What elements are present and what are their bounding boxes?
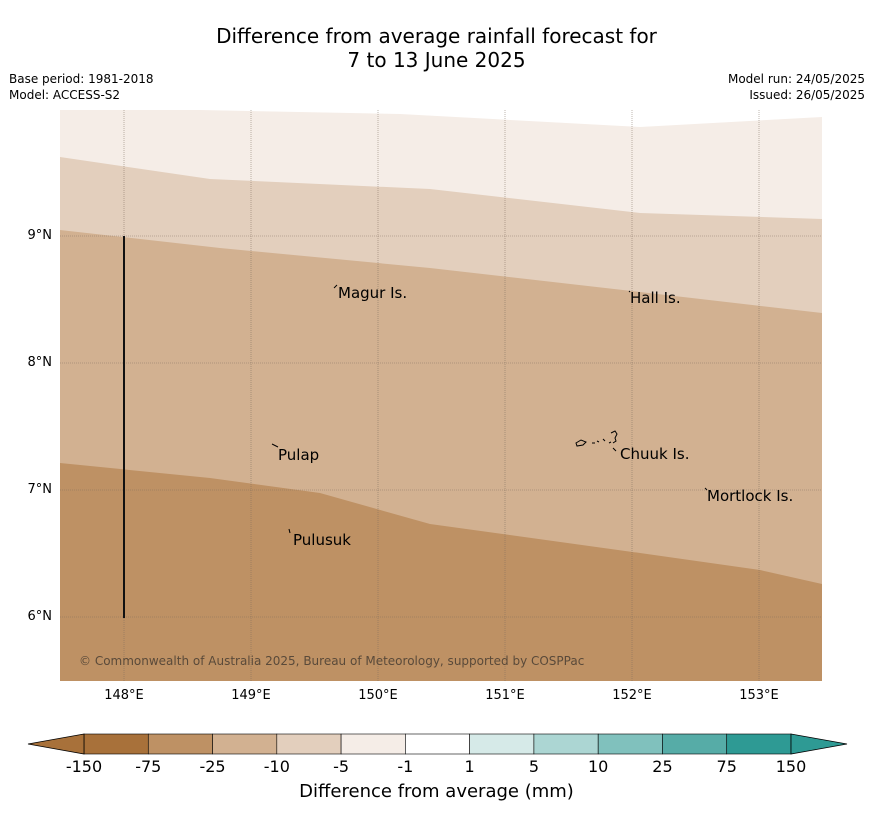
place-magur: Magur Is. [338,284,408,302]
title-line-2: 7 to 13 June 2025 [347,48,526,72]
place-chuuk: Chuuk Is. [620,445,690,463]
legend-tick-label: -1 [397,757,414,776]
place-pulap: Pulap [278,446,320,464]
place-pulusuk: Pulusuk [293,531,351,549]
lon-label-151e: 151°E [485,688,525,703]
colorbar-cell [212,733,278,755]
place-hall: Hall Is. [630,289,681,307]
colorbar-cell [662,733,728,755]
colorbar-cell [726,733,792,755]
lat-label-7n: 7°N [27,482,53,497]
legend-tick-label: -5 [333,757,350,776]
colorbar-cells [83,733,792,755]
legend-tick-label: 10 [587,757,609,776]
legend-tick-label: 5 [528,757,539,776]
place-mortlock: Mortlock Is. [707,487,794,505]
lon-label-150e: 150°E [358,688,398,703]
lon-label-152e: 152°E [612,688,652,703]
lat-label-6n: 6°N [27,609,53,624]
legend-colorbar [27,733,848,755]
colorbar-cell [405,733,470,755]
legend-tick-label: 150 [775,757,807,776]
island-hall [628,290,631,293]
colorbar-cell [469,733,535,755]
lon-label-149e: 149°E [231,688,271,703]
meta-right: Model run: 24/05/2025 Issued: 26/05/2025 [728,71,865,103]
legend-tick-label: -25 [199,757,226,776]
map-title: Difference from average rainfall forecas… [0,24,873,72]
copyright-notice: © Commonwealth of Australia 2025, Bureau… [79,654,585,668]
issued-date: Issued: 26/05/2025 [749,88,865,102]
title-line-1: Difference from average rainfall forecas… [216,24,657,48]
island-outlines [271,284,708,534]
lon-label-148e: 148°E [104,688,144,703]
colorbar-arrow-left [27,733,85,755]
band-minus75 [60,463,822,681]
colorbar-cell [276,733,342,755]
lat-label-9n: 9°N [27,228,53,243]
rainfall-map [60,110,822,681]
island-pulusuk [288,528,291,534]
legend-tick-label: 1 [464,757,475,776]
island-pulap [271,443,279,448]
legend-title: Difference from average (mm) [299,781,574,802]
lat-label-8n: 8°N [27,355,53,370]
colorbar-cell [597,733,663,755]
legend-tick-label: 75 [716,757,737,776]
meta-left: Base period: 1981-2018 Model: ACCESS-S2 [9,71,154,103]
island-magur [333,284,338,289]
colorbar-cell [147,733,213,755]
lon-label-153e: 153°E [739,688,779,703]
legend-tick-label: -10 [263,757,290,776]
island-mortlock [704,487,708,491]
model-run: Model run: 24/05/2025 [727,72,865,86]
colorbar-cell [83,733,149,755]
base-period: Base period: 1981-2018 [9,72,154,86]
legend-tick-label: -150 [65,757,103,776]
legend-tick-label: -75 [135,757,162,776]
model-name: Model: ACCESS-S2 [9,88,121,102]
colorbar-cell [340,733,406,755]
latitude-gridlines [60,235,822,618]
colorbar-cell [533,733,599,755]
colorbar-arrow-right [790,733,848,755]
island-chuuk-lagoon [575,430,618,452]
legend-tick-label: 25 [652,757,673,776]
